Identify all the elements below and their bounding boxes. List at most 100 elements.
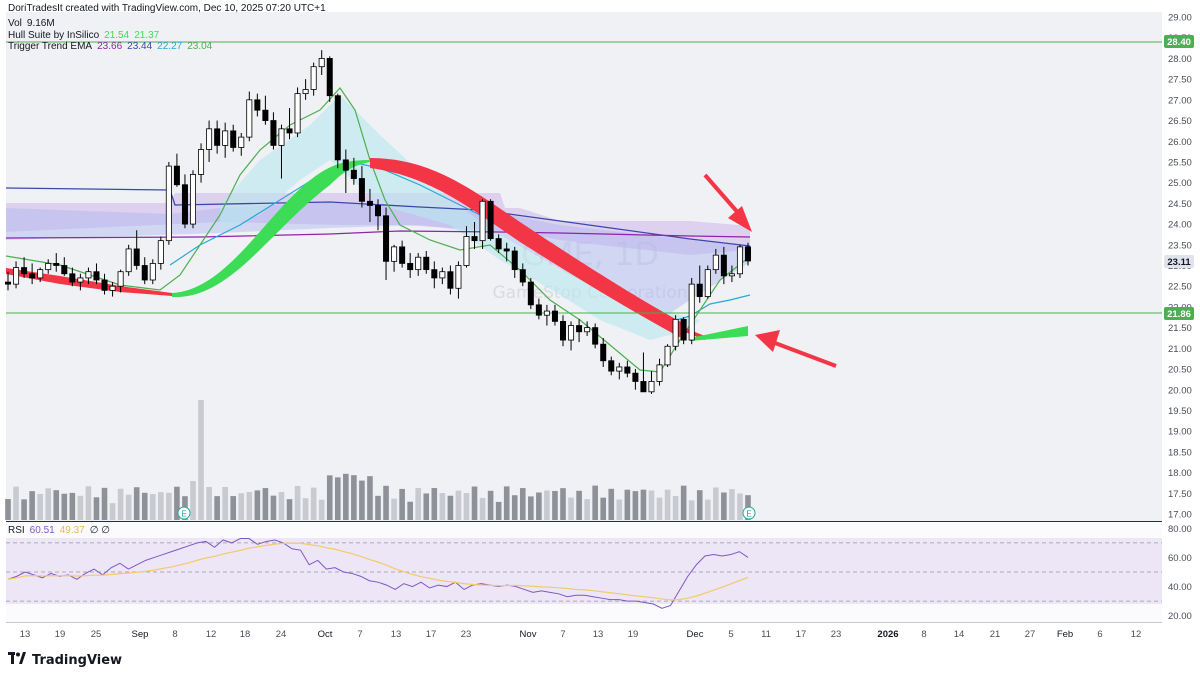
volume-bar xyxy=(592,485,598,520)
volume-bar xyxy=(455,490,462,520)
tradingview-footer[interactable]: TradingView xyxy=(8,652,122,668)
volume-bar xyxy=(214,496,220,520)
volume-bar xyxy=(109,503,116,520)
candle xyxy=(198,143,205,183)
price-tick-label: 22.50 xyxy=(1168,282,1192,293)
ema-value-1: 23.66 xyxy=(97,41,123,52)
volume-legend: Vol 9.16M xyxy=(8,18,60,29)
volume-bar xyxy=(439,493,446,520)
candle xyxy=(584,321,591,336)
candle xyxy=(141,257,148,285)
candle xyxy=(286,108,293,140)
candle xyxy=(624,360,631,378)
volume-bar xyxy=(238,493,245,520)
candle xyxy=(640,352,647,393)
volume-bar xyxy=(704,499,711,520)
volume-bar xyxy=(672,496,679,520)
time-tick-label: 19 xyxy=(628,629,639,640)
volume-bar xyxy=(383,485,389,520)
rsi-value-1: 60.51 xyxy=(29,525,55,536)
price-tick-label: 20.50 xyxy=(1168,365,1192,376)
blue-cloud xyxy=(6,202,750,320)
candle xyxy=(543,304,550,326)
brand-name: TradingView xyxy=(32,652,123,668)
candle xyxy=(712,248,719,274)
candles xyxy=(5,50,752,394)
time-axis[interactable]: 13 19 25 Sep 8 12 18 24 Oct 7 13 17 23 Nov 7 13 19 Dec 5 11… xyxy=(20,629,1142,640)
volume-bar xyxy=(737,493,743,520)
candle xyxy=(45,259,52,274)
rsi-legend[interactable]: RSI 60.51 49.37 ∅ ∅ xyxy=(8,525,115,536)
price-tick-label: 19.50 xyxy=(1168,406,1192,417)
price-tick-label: 29.00 xyxy=(1168,13,1192,24)
volume-bar xyxy=(680,485,687,520)
candle xyxy=(278,124,285,179)
candle xyxy=(568,321,575,351)
volume-bar xyxy=(230,496,237,520)
time-tick-label: 13 xyxy=(20,629,31,640)
ema-value-2: 23.44 xyxy=(127,41,153,52)
candle xyxy=(391,244,398,272)
volume-bar xyxy=(294,485,301,520)
candle xyxy=(560,315,567,347)
earnings-marker-2[interactable]: E xyxy=(742,506,756,520)
price-tick-label: 21.50 xyxy=(1168,323,1192,334)
volume-bar xyxy=(93,497,100,520)
price-tick-label: 20.00 xyxy=(1168,385,1192,396)
volume-bar xyxy=(576,490,582,520)
volume-bar xyxy=(262,488,269,520)
candle xyxy=(117,269,124,293)
hull-red-ribbon-left xyxy=(6,268,172,296)
candle xyxy=(358,166,365,208)
volume-bar xyxy=(69,492,76,520)
candle xyxy=(455,261,462,299)
volume-bar xyxy=(286,499,293,520)
volume-bar xyxy=(117,488,124,520)
candle xyxy=(399,240,406,268)
volume-bar xyxy=(278,492,285,520)
svg-text:E: E xyxy=(746,510,751,519)
volume-bar xyxy=(656,497,663,520)
volume-bar xyxy=(21,499,27,520)
candle xyxy=(310,62,317,96)
volume-bar xyxy=(367,476,373,520)
volume-bar xyxy=(552,490,558,520)
volume-bar xyxy=(391,498,397,520)
volume-bar xyxy=(431,488,438,520)
ema-purple-line xyxy=(5,230,751,239)
volume-bar xyxy=(310,487,317,520)
hull-legend[interactable]: Hull Suite by InSilico 21.54 21.37 xyxy=(8,30,164,41)
price-tick-label: 26.00 xyxy=(1168,137,1192,148)
volume-bar xyxy=(568,497,574,520)
candle xyxy=(535,298,542,320)
candle xyxy=(696,265,703,303)
candle xyxy=(592,323,599,349)
candle xyxy=(632,369,639,390)
red-arrow-left-icon xyxy=(755,330,837,368)
volume-bar xyxy=(503,486,510,520)
ema-legend[interactable]: Trigger Trend EMA 23.66 23.44 22.27 23.04 xyxy=(8,41,217,52)
volume-bar xyxy=(664,489,671,520)
volume-bar xyxy=(471,486,478,520)
price-tick-label: 23.50 xyxy=(1168,240,1192,251)
time-tick-label: Dec xyxy=(687,629,704,640)
candle xyxy=(125,244,132,276)
time-tick-label: 23 xyxy=(831,629,842,640)
volume-bar xyxy=(198,400,204,520)
candle xyxy=(109,282,116,297)
candle xyxy=(214,120,221,154)
volume-bar xyxy=(560,488,566,520)
volume-bar xyxy=(158,492,164,520)
volume-bar xyxy=(206,486,212,520)
candle xyxy=(206,120,213,162)
volume-bar xyxy=(351,475,357,520)
volume-bar xyxy=(544,490,550,520)
candle xyxy=(254,93,261,117)
earnings-marker-1[interactable]: E xyxy=(177,506,191,520)
candle xyxy=(262,95,269,125)
volume-bar xyxy=(149,494,156,520)
candle xyxy=(173,153,180,187)
price-tick-label: 21.00 xyxy=(1168,344,1192,355)
candle xyxy=(383,207,390,280)
